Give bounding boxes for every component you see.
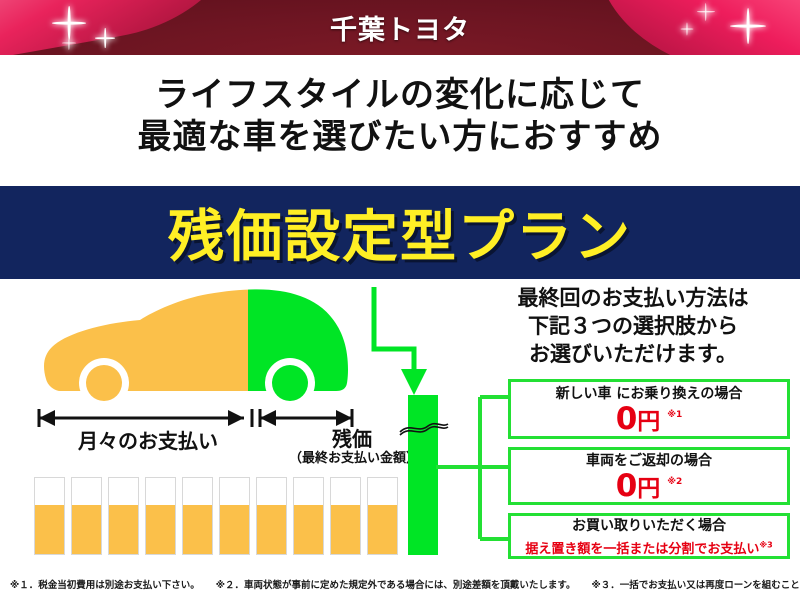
- option-title: お買い取りいただく場合: [572, 518, 726, 534]
- payment-bar-fill: [35, 504, 64, 554]
- payment-bar-fill: [294, 504, 323, 554]
- option-box-return[interactable]: 車両をご返却の場合 0 円 ※2: [508, 447, 790, 505]
- main-diagram-area: 月々のお支払い 残価 （最終お支払い金額）: [0, 279, 800, 567]
- payment-bar-fill: [72, 504, 101, 554]
- payment-bar: [108, 477, 139, 555]
- residual-value-sublabel: （最終お支払い金額）: [288, 451, 419, 466]
- option-note-marker: ※2: [667, 477, 683, 487]
- option-note-marker: ※1: [667, 410, 683, 420]
- footnote-line: ※１．税金当初費用は別途お支払い下さい。 ※２．車両状態が事前に定めた規定外である…: [0, 577, 800, 591]
- header-banner: 千葉トヨタ: [0, 0, 800, 55]
- hero-line-1: ライフスタイルの変化に応じて: [155, 75, 645, 116]
- option-bracket-tree: [436, 375, 516, 559]
- monthly-payment-bars: [34, 477, 414, 555]
- payment-bar-fill: [183, 504, 212, 554]
- brand-title: 千葉トヨタ: [330, 15, 470, 46]
- residual-value-bar: [408, 395, 438, 555]
- payment-bar: [293, 477, 324, 555]
- option-price-unit: 円: [637, 409, 661, 435]
- plan-name-title: 残価設定型プラン: [168, 205, 632, 270]
- payment-bar: [256, 477, 287, 555]
- down-arrow-icon: [371, 287, 427, 395]
- explainer-line-3: お選びいただけます。: [529, 341, 737, 366]
- option-title: 新しい車 にお乗り換えの場合: [555, 386, 743, 402]
- payment-bar-fill: [331, 504, 360, 554]
- footnote-1: ※１．税金当初費用は別途お支払い下さい。: [10, 579, 200, 591]
- option-price-number: 0: [615, 468, 638, 504]
- payment-bar: [145, 477, 176, 555]
- footnote-3: ※３．一括でお支払い又は再度ローンを組むこともできます。: [591, 579, 800, 591]
- payment-bar: [34, 477, 65, 555]
- option-note-marker: ※3: [759, 540, 773, 550]
- hero-section: ライフスタイルの変化に応じて 最適な車を選びたい方におすすめ: [0, 55, 800, 178]
- final-payment-explainer: 最終回のお支払い方法は 下記３つの選択肢から お選びいただけます。: [466, 279, 800, 375]
- payment-bar-fill: [109, 504, 138, 554]
- residual-flow-arrow: [370, 287, 460, 399]
- option-subtitle-wrapper: 据え置き額を一括または分割でお支払い※3: [525, 538, 772, 557]
- option-price: 0 円 ※1: [616, 404, 683, 435]
- monthly-payment-label: 月々のお支払い: [78, 429, 218, 453]
- option-box-trade-in[interactable]: 新しい車 にお乗り換えの場合 0 円 ※1: [508, 379, 790, 439]
- payment-bar-fill: [257, 504, 286, 554]
- hero-line-2: 最適な車を選びたい方におすすめ: [137, 116, 663, 157]
- option-title: 車両をご返却の場合: [586, 453, 712, 469]
- payment-bar: [71, 477, 102, 555]
- payment-bar-fill: [146, 504, 175, 554]
- payment-bar-fill: [220, 504, 249, 554]
- option-box-buyout[interactable]: お買い取りいただく場合 据え置き額を一括または分割でお支払い※3: [508, 513, 790, 559]
- bracket-tree-icon: [436, 395, 510, 541]
- payment-bar: [182, 477, 213, 555]
- option-price: 0 円 ※2: [616, 471, 683, 502]
- payment-bar: [330, 477, 361, 555]
- footnote-2: ※２．車両状態が事前に定めた規定外である場合には、別途差額を頂戴いたします。: [215, 579, 576, 591]
- option-price-number: 0: [615, 401, 638, 437]
- footnotes: ※１．税金当初費用は別途お支払い下さい。 ※２．車両状態が事前に定めた規定外である…: [0, 567, 800, 600]
- explainer-line-2: 下記３つの選択肢から: [528, 314, 738, 339]
- option-price-unit: 円: [637, 476, 661, 502]
- car-illustration: [22, 283, 442, 413]
- plan-name-banner: 残価設定型プラン: [0, 186, 800, 279]
- payment-bar-fill: [368, 504, 397, 554]
- residual-value-label: 残価: [332, 427, 372, 451]
- dimension-arrows: 月々のお支払い 残価 （最終お支払い金額）: [22, 407, 442, 467]
- explainer-line-1: 最終回のお支払い方法は: [517, 286, 749, 311]
- dimension-arrow-icon: [37, 409, 354, 427]
- bar-break-mark-icon: [398, 421, 450, 437]
- payment-bar: [367, 477, 398, 555]
- payment-bar: [219, 477, 250, 555]
- car-icon: [44, 289, 348, 408]
- option-subtitle: 据え置き額を一括または分割でお支払い: [525, 542, 760, 557]
